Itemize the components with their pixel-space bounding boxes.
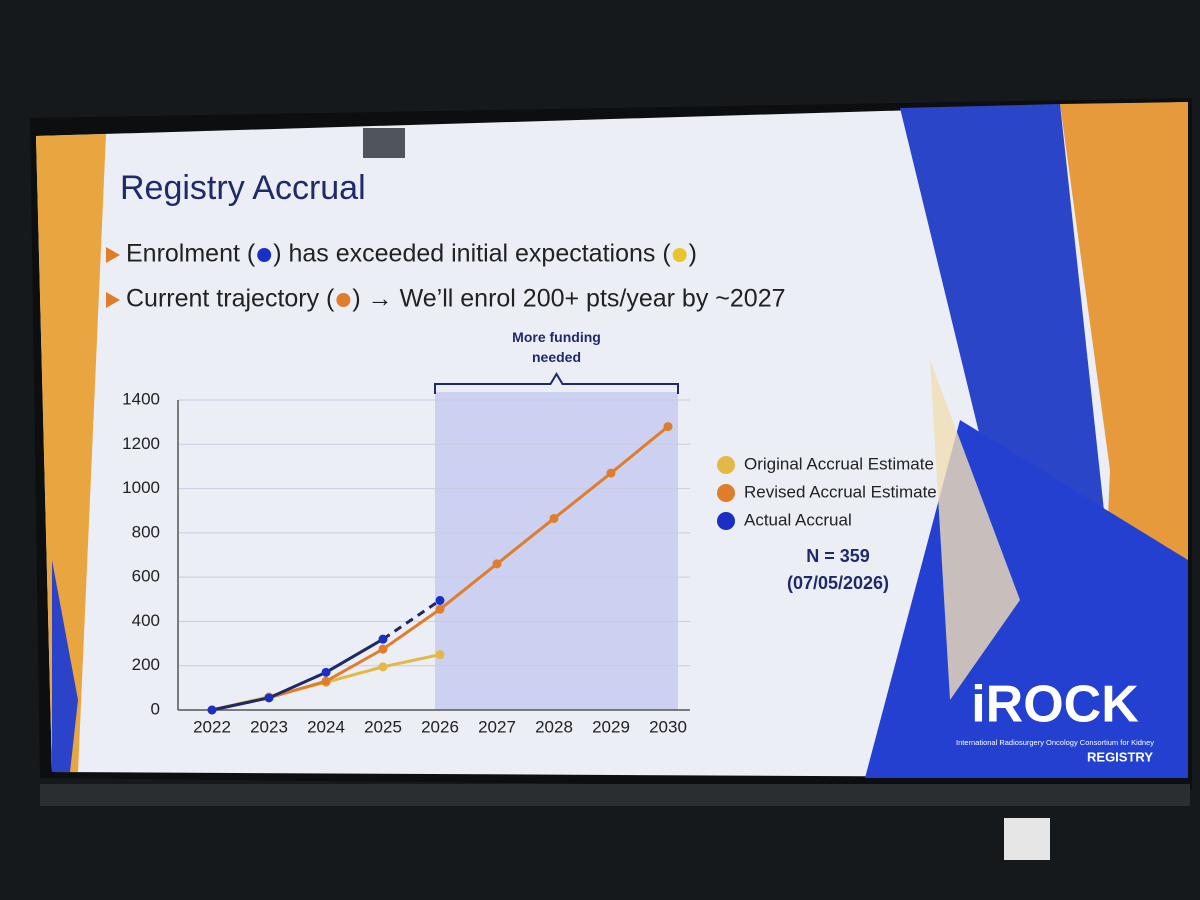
bullet-text: ) → We’ll enrol 200+ pts/year by ~2027 [352, 285, 785, 313]
x-tick-label: 2022 [193, 717, 231, 736]
y-tick-label: 200 [132, 655, 160, 674]
slide-content: Registry Accrual Enrolment ( ) has exceede… [106, 169, 1154, 764]
logo-subtitle: International Radiosurgery Oncology Cons… [956, 738, 1154, 747]
monitor-edge [40, 784, 1190, 806]
x-tick-label: 2026 [421, 717, 459, 736]
slide-decoration [900, 104, 1105, 560]
x-tick-label: 2030 [649, 717, 687, 736]
note: N = 359 [806, 546, 870, 566]
data-point [207, 705, 217, 715]
y-tick-label: 800 [132, 522, 160, 541]
bullet-dot [336, 293, 351, 307]
x-tick-label: 2025 [364, 717, 402, 736]
y-tick-label: 1400 [122, 389, 160, 408]
data-point [321, 676, 331, 686]
y-tick-label: 1200 [122, 434, 160, 453]
y-tick-label: 0 [151, 699, 160, 718]
legend-label: Original Accrual Estimate [744, 454, 934, 473]
logo-tag: REGISTRY [1087, 749, 1153, 764]
note: (07/05/2026) [787, 573, 889, 593]
bracket [434, 372, 679, 394]
wall-socket [1004, 818, 1050, 860]
legend-label: Actual Accrual [744, 510, 852, 529]
slide-title: Registry Accrual [120, 169, 366, 207]
legend-marker [717, 484, 735, 502]
x-tick-label: 2023 [250, 717, 288, 736]
legend-marker [717, 512, 735, 530]
y-tick-label: 600 [132, 567, 160, 586]
data-point [435, 650, 445, 660]
data-point [378, 644, 388, 654]
shaded-region [435, 392, 678, 710]
bullet-text: ) [689, 240, 697, 268]
data-point [549, 513, 559, 523]
data-point [264, 693, 274, 703]
bullet-dot [672, 248, 687, 262]
legend-marker [717, 456, 735, 474]
x-tick-label: 2024 [307, 717, 345, 736]
annotation: More funding needed [512, 329, 601, 365]
data-point [321, 667, 331, 677]
bullet-text: ) has exceeded initial expectations ( [273, 240, 671, 268]
toolbar-icon[interactable] [363, 128, 405, 158]
data-point [435, 604, 445, 614]
series-line [211, 637, 384, 712]
data-point [378, 634, 388, 644]
x-tick-label: 2028 [535, 717, 573, 736]
bullet-dot [257, 248, 272, 262]
bullet-text: Current trajectory ( [126, 285, 335, 313]
slide-decoration [52, 560, 78, 772]
bullet-arrow [106, 247, 120, 263]
x-tick-label: 2029 [592, 717, 630, 736]
data-point [378, 662, 388, 672]
data-point [663, 422, 673, 432]
data-point [435, 595, 445, 605]
legend-label: Revised Accrual Estimate [744, 482, 937, 501]
y-tick-label: 1000 [122, 478, 160, 497]
slide-decoration [930, 360, 1020, 700]
bullet-arrow [106, 292, 120, 308]
series-line [382, 599, 441, 641]
logo-name: iROCK [971, 676, 1139, 734]
bullet-text: Enrolment ( [126, 240, 256, 268]
x-tick-label: 2027 [478, 717, 516, 736]
data-point [606, 468, 616, 478]
y-tick-label: 400 [132, 611, 160, 630]
data-point [492, 559, 502, 569]
